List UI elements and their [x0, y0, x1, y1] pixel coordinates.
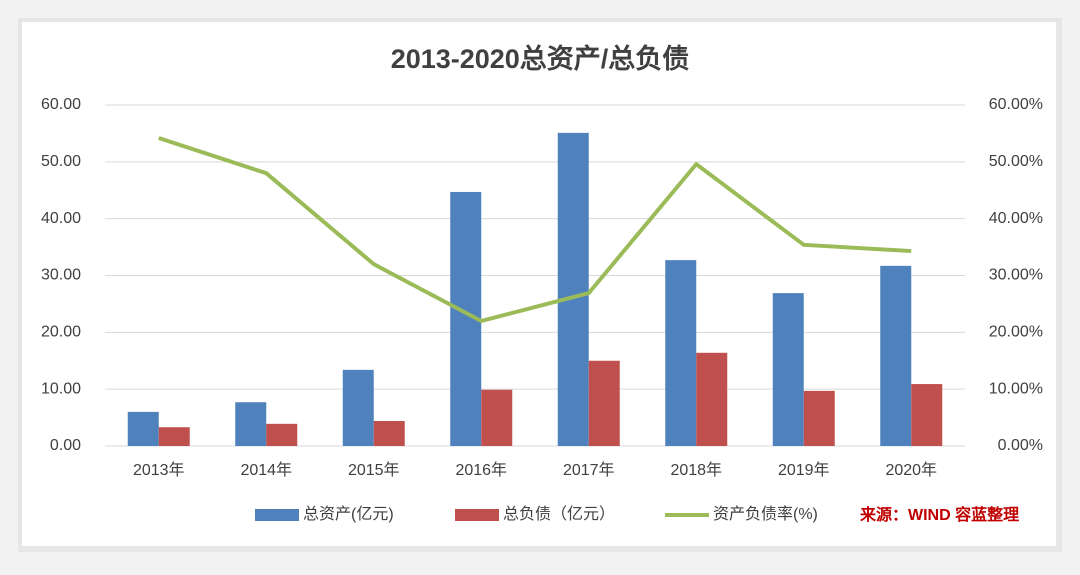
bar	[235, 402, 267, 446]
y-tick-label: 60.00	[41, 96, 81, 113]
legend-label: 总资产(亿元)	[303, 505, 394, 523]
y2-tick-label: 40.00%	[989, 210, 1043, 227]
y2-tick-label: 20.00%	[989, 324, 1043, 341]
x-tick-label: 2013年	[133, 461, 185, 479]
legend-label: 资产负债率(%)	[713, 505, 818, 523]
x-tick-label: 2014年	[240, 461, 292, 479]
bar	[373, 420, 405, 446]
bar	[342, 369, 374, 446]
y2-tick-label: 0.00%	[998, 437, 1043, 454]
bar	[158, 427, 190, 446]
bar	[880, 265, 912, 446]
x-tick-label: 2019年	[778, 461, 830, 479]
y2-tick-label: 60.00%	[989, 96, 1043, 113]
y2-tick-label: 10.00%	[989, 380, 1043, 397]
bar	[665, 260, 697, 446]
y-tick-label: 50.00	[41, 153, 81, 170]
x-tick-label: 2017年	[563, 461, 615, 479]
bar	[557, 132, 589, 446]
y-tick-label: 10.00	[41, 380, 81, 397]
bar	[266, 423, 298, 446]
source-note: 来源：WIND 容蓝整理	[859, 505, 1019, 524]
y-tick-label: 0.00	[50, 437, 81, 454]
chart-title: 2013-2020总资产/总负债	[391, 44, 690, 74]
legend-swatch	[255, 509, 299, 521]
line-series	[158, 136, 912, 323]
bar	[911, 384, 943, 446]
legend-swatch	[455, 509, 499, 521]
legend-label: 总负债（亿元）	[503, 505, 615, 523]
y-tick-label: 40.00	[41, 210, 81, 227]
bar	[803, 390, 835, 446]
y2-tick-label: 50.00%	[989, 153, 1043, 170]
x-tick-label: 2018年	[670, 461, 722, 479]
bar	[481, 389, 513, 446]
y2-tick-label: 30.00%	[989, 267, 1043, 284]
y-tick-label: 30.00	[41, 267, 81, 284]
y-tick-label: 20.00	[41, 324, 81, 341]
x-tick-label: 2015年	[348, 461, 400, 479]
bar	[588, 360, 620, 446]
x-tick-label: 2016年	[455, 461, 507, 479]
bar	[772, 293, 804, 446]
bar	[696, 352, 728, 446]
x-tick-label: 2020年	[885, 461, 937, 479]
bar	[127, 411, 159, 446]
